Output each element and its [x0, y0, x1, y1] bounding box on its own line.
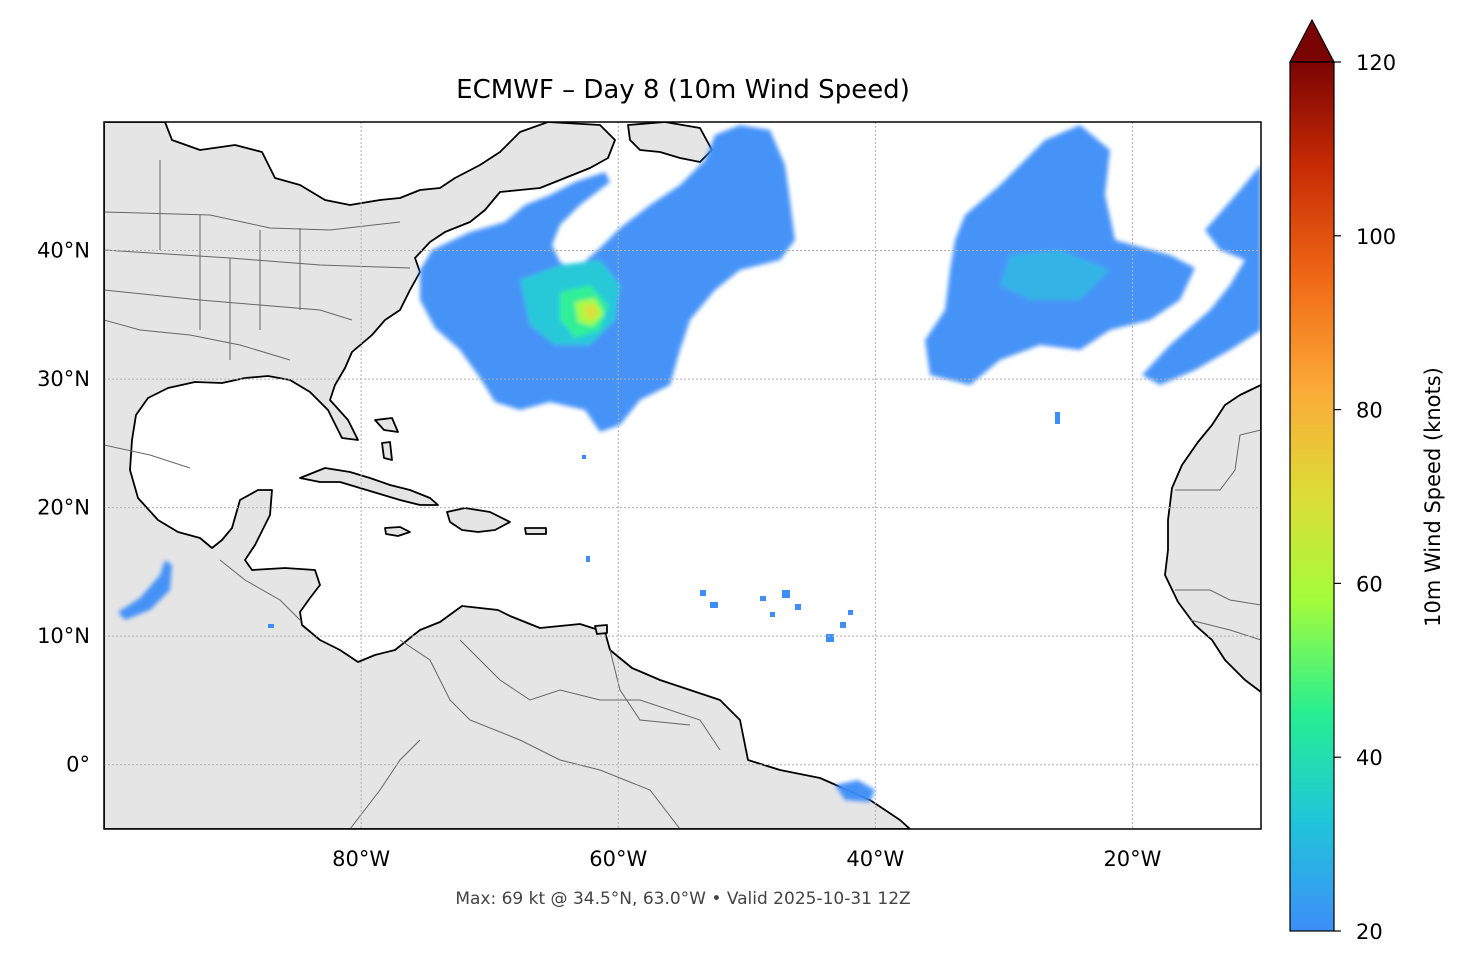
wind-patch-brazil: [835, 780, 875, 802]
wind-specks: [268, 412, 1060, 642]
hispaniola-land: [446, 507, 511, 533]
longitude-tick-labels: 80°W 60°W 40°W 20°W: [332, 847, 1162, 871]
bahamas-land: [374, 417, 399, 461]
max-wind-caption: Max: 69 kt @ 34.5°N, 63.0°W • Valid 2025…: [455, 889, 910, 909]
colorbar-gradient: [1289, 61, 1335, 932]
land-layer: [104, 122, 1261, 829]
colorbar-tick-label: 20: [1356, 920, 1383, 944]
puerto-rico-land: [524, 527, 547, 535]
colorbar-label: 10m Wind Speed (knots): [1421, 367, 1445, 627]
wind-field-layer: [118, 125, 1261, 802]
jamaica-land: [384, 526, 411, 537]
cuba-land: [299, 467, 439, 506]
wind-swath-east-atlantic: [1142, 165, 1261, 385]
wind-core-peak: [583, 305, 598, 320]
map-title: ECMWF – Day 8 (10m Wind Speed): [456, 75, 910, 105]
lon-tick-label: 80°W: [332, 847, 390, 871]
colorbar-tick-label: 100: [1356, 225, 1396, 249]
lesser-antilles-land: [594, 624, 608, 635]
lon-tick-label: 60°W: [589, 847, 647, 871]
north-america-land: [104, 122, 911, 829]
lat-tick-label: 30°N: [37, 367, 90, 391]
border-layer: [104, 160, 1261, 829]
lat-tick-label: 40°N: [37, 239, 90, 263]
colorbar-extend-arrow: [1289, 18, 1335, 63]
colorbar-tick-label: 80: [1356, 399, 1383, 423]
lat-tick-label: 10°N: [37, 624, 90, 648]
lon-tick-label: 20°W: [1103, 847, 1161, 871]
colorbar-ticks: 20 40 60 80 100 120: [1334, 51, 1396, 944]
wind-core-central: [1000, 250, 1110, 300]
colorbar: 20 40 60 80 100 120 10m Wind Speed (knots): [1289, 18, 1445, 944]
lat-tick-label: 0°: [66, 753, 90, 777]
map-panel: [104, 122, 1261, 829]
colorbar-tick-label: 40: [1356, 746, 1383, 770]
africa-land: [1164, 384, 1261, 693]
wind-patch-pacific: [118, 560, 172, 620]
colorbar-tick-label: 120: [1356, 51, 1396, 75]
graticule: [104, 122, 1261, 829]
colorbar-tick-label: 60: [1356, 572, 1383, 596]
lon-tick-label: 40°W: [846, 847, 904, 871]
lat-tick-label: 20°N: [37, 496, 90, 520]
map-frame: [103, 121, 1262, 830]
newfoundland-land: [627, 122, 713, 163]
latitude-tick-labels: 40°N 30°N 20°N 10°N 0°: [37, 239, 90, 777]
